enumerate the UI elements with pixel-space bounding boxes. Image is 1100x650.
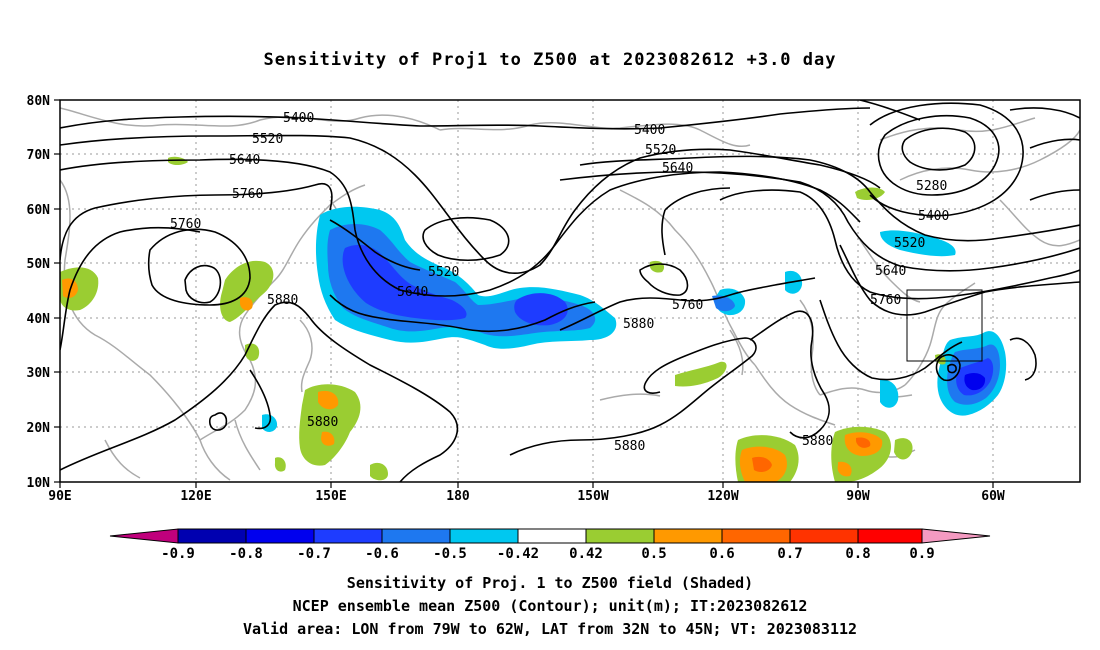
colorbar-segment — [245, 528, 315, 544]
contour-label: 5280 — [916, 179, 947, 194]
negative-sensitivity-shading — [262, 206, 1007, 432]
colorbar-label: -0.9 — [161, 546, 195, 562]
lat-label: 60N — [27, 203, 51, 218]
lat-label: 30N — [27, 366, 51, 381]
contour-label: 5760 — [672, 298, 703, 313]
lat-label: 40N — [27, 312, 51, 327]
contour-label: 5640 — [875, 264, 906, 279]
valid-area-box — [906, 289, 983, 362]
positive-sensitivity-shading — [60, 156, 946, 482]
lon-label: 60W — [981, 489, 1005, 504]
contour-label: 5400 — [918, 209, 949, 224]
colorbar-min-triangle — [109, 528, 179, 544]
lon-label: 120E — [180, 489, 211, 504]
caption-line-2: NCEP ensemble mean Z500 (Contour); unit(… — [292, 597, 808, 615]
lon-label: 180 — [446, 489, 470, 504]
longitude-labels: 90E 120E 150E 180 150W 120W 90W 60W — [48, 489, 1005, 504]
colorbar-max-triangle — [921, 528, 991, 544]
colorbar-label: -0.6 — [365, 546, 399, 562]
contour-label: 5640 — [229, 153, 260, 168]
colorbar-segment — [721, 528, 791, 544]
map-border — [59, 99, 1081, 483]
contour-label: 5760 — [232, 187, 263, 202]
z500-contours — [60, 100, 1080, 482]
axis-ticks — [54, 99, 994, 488]
map-frame — [60, 100, 1080, 482]
lon-label: 150E — [315, 489, 346, 504]
lon-label: 90W — [846, 489, 870, 504]
lon-label: 90E — [48, 489, 71, 504]
latitude-labels: 80N 70N 60N 50N 40N 30N 20N 10N — [27, 94, 51, 491]
colorbar-segment — [653, 528, 723, 544]
colorbar-label: -0.7 — [297, 546, 331, 562]
contour-label: 5880 — [307, 415, 338, 430]
colorbar-label: -0.5 — [433, 546, 467, 562]
contour-label: 5880 — [802, 434, 833, 449]
caption-line-1: Sensitivity of Proj. 1 to Z500 field (Sh… — [346, 574, 754, 592]
contour-label: 5400 — [283, 111, 314, 126]
colorbar-segment — [313, 528, 383, 544]
contour-label: 5640 — [662, 161, 693, 176]
lat-label: 70N — [27, 148, 51, 163]
lat-label: 20N — [27, 421, 51, 436]
lat-label: 10N — [27, 476, 51, 491]
lon-label: 150W — [577, 489, 608, 504]
figure-title: Sensitivity of Proj1 to Z500 at 20230826… — [263, 50, 837, 70]
contour-label: 5520 — [894, 236, 925, 251]
contour-label: 5760 — [870, 293, 901, 308]
lat-label: 80N — [27, 94, 51, 109]
contour-label: 5520 — [428, 265, 459, 280]
caption-line-3: Valid area: LON from 79W to 62W, LAT fro… — [242, 620, 858, 638]
colorbar-segment — [585, 528, 655, 544]
contour-label: 5640 — [397, 285, 428, 300]
lon-label: 120W — [707, 489, 738, 504]
contour-label: 5760 — [170, 217, 201, 232]
colorbar: -0.9 -0.8 -0.7 -0.6 -0.5 -0.42 0.42 0.5 … — [109, 528, 991, 562]
contour-label: 5400 — [634, 123, 665, 138]
colorbar-label: 0.5 — [641, 546, 666, 562]
colorbar-segment — [789, 528, 859, 544]
colorbar-label: 0.42 — [569, 546, 603, 562]
colorbar-segment — [177, 528, 247, 544]
colorbar-label: 0.6 — [709, 546, 734, 562]
colorbar-label: 0.7 — [777, 546, 802, 562]
colorbar-segment — [517, 528, 587, 544]
colorbar-label: -0.8 — [229, 546, 263, 562]
colorbar-segment — [857, 528, 923, 544]
contour-label: 5520 — [645, 143, 676, 158]
colorbar-label: -0.42 — [497, 546, 539, 562]
colorbar-label: 0.9 — [909, 546, 934, 562]
contour-label: 5880 — [623, 317, 654, 332]
lat-label: 50N — [27, 257, 51, 272]
contour-label-group: 5400 5520 5640 5760 5760 5880 5880 5400 … — [170, 111, 949, 454]
colorbar-segment — [449, 528, 519, 544]
contour-label: 5880 — [614, 439, 645, 454]
contour-label: 5880 — [267, 293, 298, 308]
colorbar-label: 0.8 — [845, 546, 870, 562]
colorbar-segment — [381, 528, 451, 544]
contour-label: 5520 — [252, 132, 283, 147]
